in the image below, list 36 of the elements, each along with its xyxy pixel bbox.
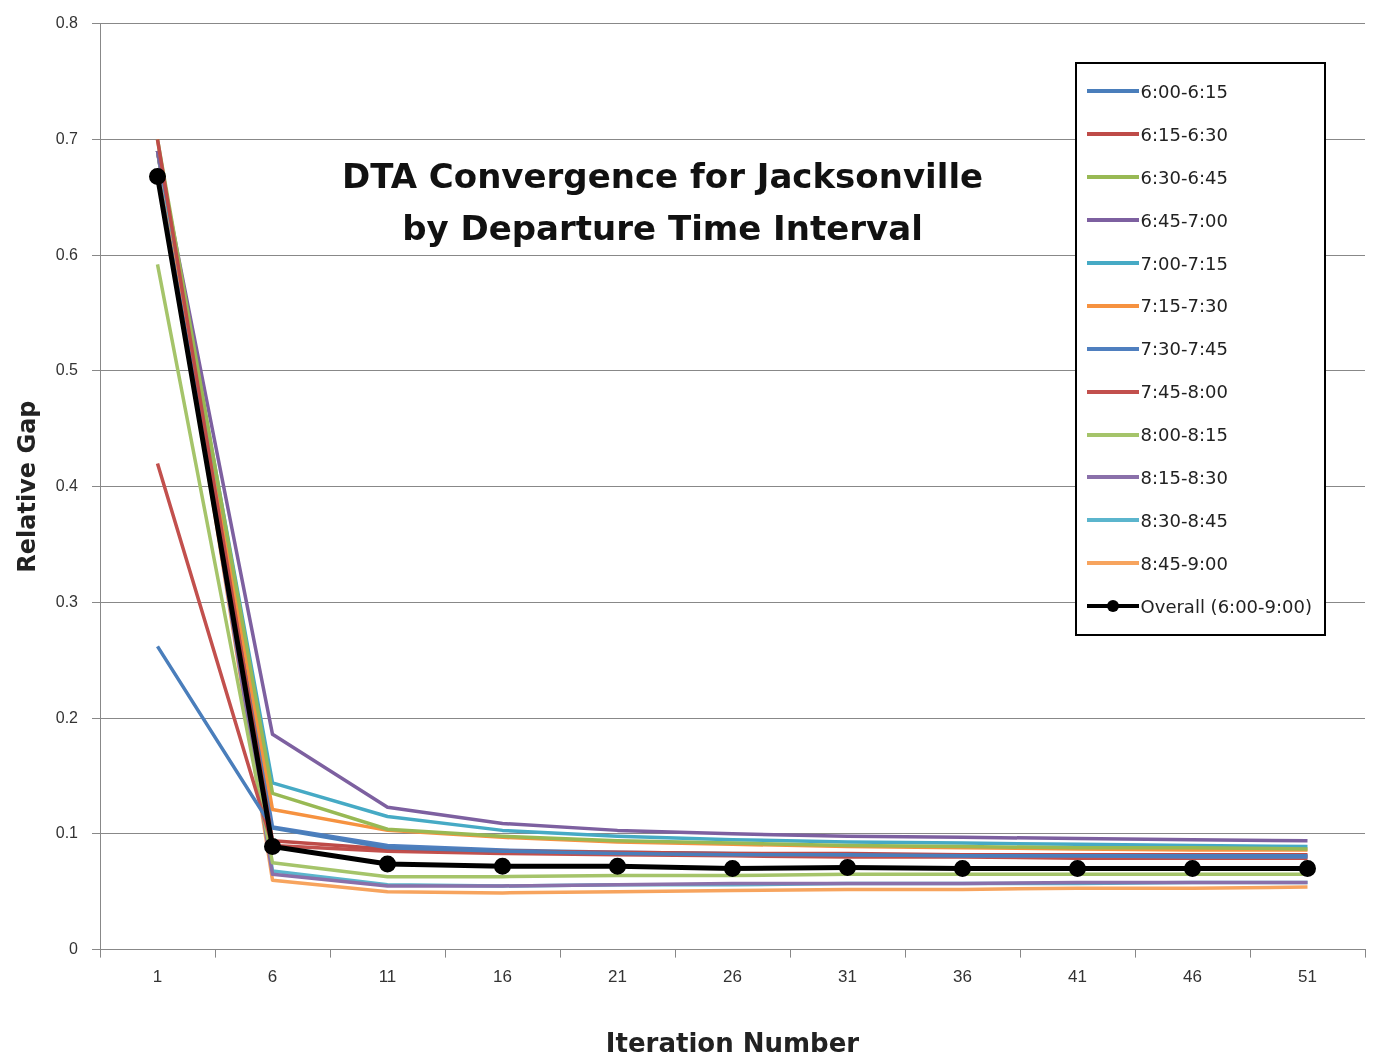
- legend-label: 6:15-6:30: [1140, 123, 1228, 145]
- legend-label: 7:30-7:45: [1140, 338, 1228, 360]
- x-tick-label: 11: [378, 967, 397, 987]
- y-tick-label: 0.3: [55, 592, 79, 610]
- x-tick-label: 36: [953, 967, 972, 987]
- legend-label: 8:30-8:45: [1140, 509, 1228, 531]
- x-tick-label: 21: [608, 967, 627, 987]
- x-tick-label: 31: [838, 967, 857, 987]
- y-tick-label: 0.6: [55, 245, 79, 263]
- y-tick-label: 0.7: [55, 129, 79, 147]
- y-tick-label: 0.4: [55, 477, 79, 495]
- legend-label: 8:45-9:00: [1140, 552, 1228, 574]
- legend-label: Overall (6:00-9:00): [1140, 595, 1312, 617]
- legend-label: 8:00-8:15: [1140, 424, 1228, 446]
- x-tick-label: 6: [267, 967, 278, 987]
- text: DTA Convergence for Jacksonville by Departure Time Interval: [340, 155, 985, 250]
- y-axis-title: Relative Gap: [13, 400, 41, 573]
- y-tick-label: 0.5: [55, 361, 79, 379]
- legend-label: 6:00-6:15: [1140, 80, 1228, 102]
- y-tick-label: 0.1: [55, 824, 79, 842]
- legend-label: 6:45-7:00: [1140, 209, 1228, 231]
- x-tick-label: 46: [1183, 967, 1202, 987]
- x-tick-label: 1: [152, 967, 163, 987]
- y-tick-label: 0.8: [55, 14, 79, 32]
- x-axis-title: Iteration Number: [605, 1028, 860, 1058]
- x-tick-label: 16: [493, 967, 512, 987]
- x-tick-label: 51: [1298, 967, 1317, 987]
- legend-label: 7:00-7:15: [1140, 252, 1228, 274]
- legend-label: 6:30-6:45: [1140, 166, 1228, 188]
- legend-label: 7:15-7:30: [1140, 295, 1228, 317]
- x-tick-label: 26: [723, 967, 742, 987]
- y-tick-label: 0.2: [55, 708, 79, 726]
- legend-label: 7:45-8:00: [1140, 381, 1228, 403]
- x-tick-label: 41: [1068, 967, 1087, 987]
- legend-label: 8:15-8:30: [1140, 466, 1228, 488]
- y-tick-label: 0: [69, 940, 79, 958]
